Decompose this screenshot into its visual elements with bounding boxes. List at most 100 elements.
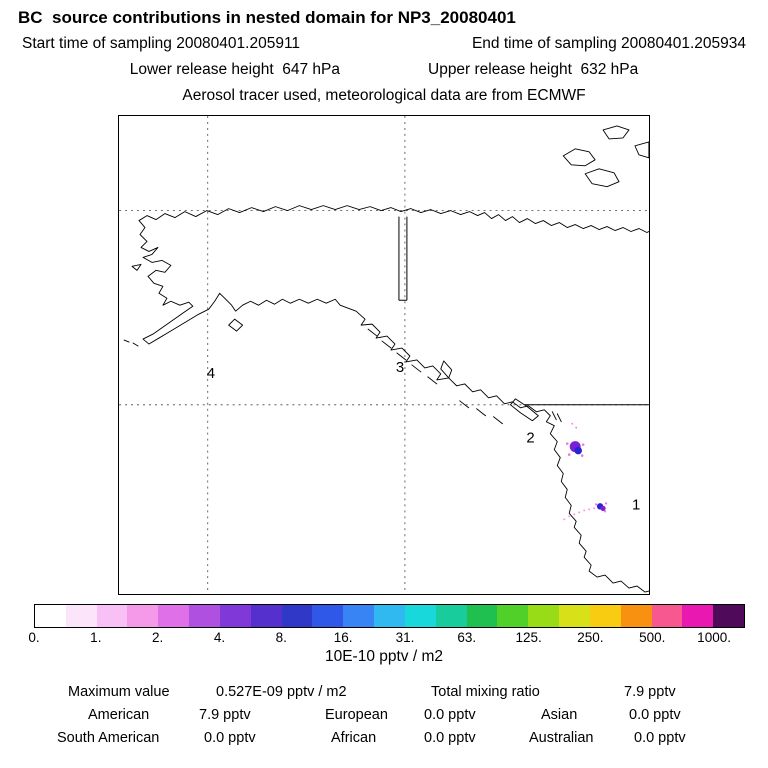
contribution-american-label: American (88, 707, 150, 723)
map-panel: 4 3 2 1 (118, 115, 650, 595)
colorbar-cell (435, 605, 467, 627)
colorbar-cell (713, 605, 745, 627)
colorbar-cell (189, 605, 220, 627)
haida-gwaii-island (440, 360, 453, 379)
colorbar-cell (65, 605, 97, 627)
colorbar-cell (219, 605, 251, 627)
plume-trail-dot (573, 513, 576, 516)
plume-trail-dot (583, 509, 586, 512)
region-label-3: 3 (396, 359, 404, 376)
colorbar-cell (651, 605, 683, 627)
plume-halo-dot (567, 453, 571, 456)
colorbar-tick-label: 1. (90, 630, 102, 645)
release-heights-line: Lower release height 647 hPa Upper relea… (0, 61, 768, 79)
colorbar-tick-label: 31. (395, 630, 415, 645)
maximum-value: 0.527E-09 pptv / m2 (216, 684, 347, 700)
plume-trail-dot (593, 507, 596, 510)
end-time-text: End time of sampling 20080401.205934 (471, 35, 746, 52)
plume-speck (575, 426, 578, 429)
plume-halo-dots (565, 442, 585, 457)
colorbar-cell (374, 605, 405, 627)
alexander-archipelago (367, 328, 503, 425)
colorbar (34, 604, 745, 628)
plume-halo-dots (595, 502, 608, 513)
plume-mid (600, 505, 606, 511)
colorbar-cell (589, 605, 621, 627)
contribution-australian-value: 0.0 pptv (634, 730, 686, 746)
plume-core (574, 446, 582, 455)
contribution-asian-label: Asian (541, 707, 578, 723)
plume-blob-region1 (595, 502, 608, 513)
colorbar-cell (528, 605, 560, 627)
plume-specks-region2 (571, 422, 578, 429)
colorbar-cell (682, 605, 714, 627)
colorbar-ticks: 0. 1. 2. 4. 8. 16. 31. 63. 125. 250. 500. 1000. (28, 630, 745, 646)
region-label-4: 4 (207, 365, 215, 382)
plume-halo-dot (595, 503, 598, 506)
colorbar-cell (404, 605, 436, 627)
lower-release-text: Lower release height 647 hPa (129, 61, 340, 78)
colorbar-tick-label: 125. (515, 630, 542, 645)
colorbar-cell (127, 605, 159, 627)
total-mixing-ratio-value: 7.9 pptv (624, 684, 676, 700)
colorbar-tick-label: 63. (457, 630, 477, 645)
region-label-2: 2 (526, 430, 534, 447)
colorbar-cell (559, 605, 590, 627)
colorbar-cell (466, 605, 498, 627)
contribution-asian-value: 0.0 pptv (629, 707, 681, 723)
page-title: BC source contributions in nested domain… (18, 8, 516, 27)
colorbar-cell (497, 605, 529, 627)
colorbar-cell (158, 605, 190, 627)
colorbar-tick-label: 500. (639, 630, 666, 645)
aleutian-islands (123, 263, 142, 347)
contribution-south-american-value: 0.0 pptv (204, 730, 256, 746)
colorbar-cell (343, 605, 375, 627)
coastline-pacific (138, 220, 649, 593)
plume-blob-region2 (565, 441, 585, 457)
colorbar-tick-label: 0. (28, 630, 40, 645)
colorbar-tick-label: 4. (213, 630, 226, 645)
plume-trail-dots (563, 507, 596, 521)
plume-trail-dot (568, 515, 571, 518)
colorbar-cell (620, 605, 652, 627)
colorbar-cell (35, 605, 66, 627)
coastline-arctic (138, 205, 649, 233)
contribution-african-value: 0.0 pptv (424, 730, 476, 746)
start-time-text: Start time of sampling 20080401.205911 (22, 35, 301, 52)
map-svg: 4 3 2 1 (119, 116, 649, 594)
maximum-value-label: Maximum value (68, 684, 170, 700)
alaska-canada-border (398, 216, 408, 301)
colorbar-tick-label: 16. (333, 630, 353, 645)
contribution-australian-label: Australian (529, 730, 594, 746)
contribution-south-american-label: South American (57, 730, 160, 746)
colorbar-cell (281, 605, 313, 627)
plume-halo-dot (603, 510, 607, 513)
puget-sound-inlets (551, 411, 562, 423)
colorbar-unit-label: 10E-10 pptv / m2 (324, 648, 444, 665)
colorbar-cell (96, 605, 128, 627)
plume-speck (571, 422, 574, 425)
contribution-european-value: 0.0 pptv (424, 707, 476, 723)
contribution-european-label: European (325, 707, 388, 723)
plume-trail-dot (563, 518, 566, 521)
plume-halo-dot (565, 442, 569, 445)
stats-block: Maximum value 0.527E-09 pptv / m2 Total … (0, 684, 768, 764)
contribution-american-value: 7.9 pptv (199, 707, 251, 723)
plume-trail-dot (578, 511, 581, 514)
total-mixing-ratio-label: Total mixing ratio (431, 684, 540, 700)
colorbar-cell (250, 605, 282, 627)
plume-halo-dot (604, 502, 608, 505)
colorbar-tick-label: 250. (577, 630, 604, 645)
plume-halo-dot (580, 454, 584, 457)
vancouver-island (510, 398, 539, 422)
plume-trail-dot (588, 508, 591, 511)
colorbar-tick-label: 1000. (697, 630, 731, 645)
contribution-african-label: African (331, 730, 377, 746)
tracer-note-text: Aerosol tracer used, meteorological data… (182, 87, 586, 104)
colorbar-cell (312, 605, 344, 627)
arctic-islands (562, 125, 649, 188)
region-label-1: 1 (632, 496, 640, 513)
plume-halo-dot (581, 443, 585, 446)
sampling-times-line: Start time of sampling 20080401.205911 E… (0, 35, 768, 53)
